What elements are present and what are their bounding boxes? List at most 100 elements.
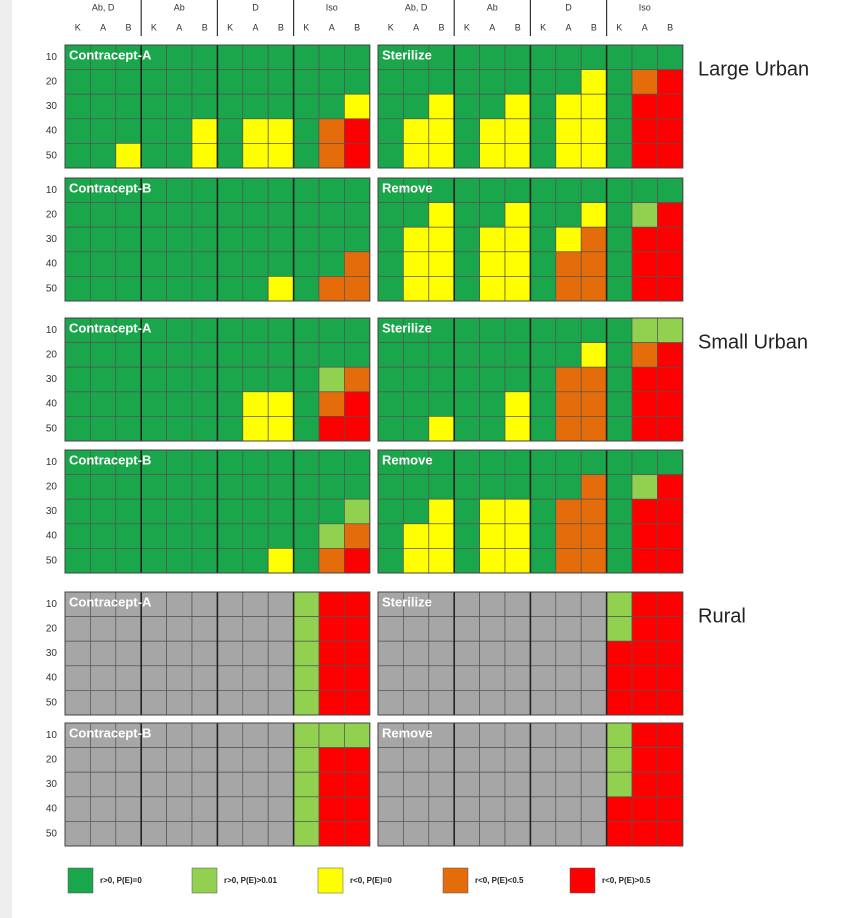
cell <box>217 548 244 574</box>
cell <box>293 796 320 822</box>
cell <box>555 251 582 277</box>
cell <box>479 226 506 253</box>
panel-title: Contracept-A <box>69 594 152 609</box>
subcolumn-label: A <box>100 22 106 32</box>
cell <box>344 796 371 822</box>
cell <box>606 69 633 95</box>
region-label: Rural <box>698 605 746 627</box>
cell <box>580 44 607 70</box>
cell <box>403 747 430 773</box>
cell <box>318 143 345 169</box>
cell <box>267 44 294 70</box>
legend-swatch <box>569 867 596 894</box>
cell <box>428 251 455 277</box>
cell <box>217 449 244 475</box>
cell <box>242 276 269 302</box>
cell <box>657 69 684 95</box>
cell <box>479 796 506 822</box>
row-label: 20 <box>46 350 58 361</box>
cell <box>530 202 557 228</box>
cell <box>530 771 557 798</box>
cell <box>479 177 506 203</box>
cell <box>242 591 269 617</box>
cell <box>293 317 320 343</box>
cell <box>115 690 142 716</box>
cell <box>631 747 658 773</box>
cell <box>504 771 531 798</box>
cell <box>267 474 294 500</box>
cell <box>428 317 455 343</box>
cell <box>318 449 345 475</box>
cell <box>344 523 371 549</box>
cell <box>191 276 218 302</box>
cell <box>267 665 294 691</box>
cell <box>166 251 193 277</box>
cell <box>90 118 117 144</box>
cell <box>140 665 167 691</box>
cell <box>530 317 557 343</box>
cell <box>140 342 167 368</box>
cell <box>344 276 371 302</box>
column-group-label: Iso <box>639 2 651 12</box>
cell <box>242 616 269 642</box>
cell <box>344 143 371 169</box>
cell <box>453 796 480 822</box>
cell <box>606 523 633 549</box>
cell <box>217 202 244 228</box>
cell <box>428 69 455 95</box>
cell <box>606 747 633 773</box>
cell <box>293 449 320 475</box>
cell <box>140 118 167 144</box>
cell <box>555 93 582 120</box>
cell <box>242 474 269 500</box>
cell <box>90 226 117 253</box>
column-group-label: Ab, D <box>405 2 428 12</box>
cell <box>606 93 633 120</box>
cell <box>530 416 557 442</box>
cell <box>166 366 193 393</box>
cell <box>403 226 430 253</box>
cell <box>403 251 430 277</box>
panel-title: Contracept-A <box>69 47 152 62</box>
cell <box>140 416 167 442</box>
cell <box>530 44 557 70</box>
cell <box>428 640 455 667</box>
cell <box>453 391 480 417</box>
cell <box>504 591 531 617</box>
side-strip <box>0 0 12 918</box>
cell <box>657 202 684 228</box>
cell <box>606 449 633 475</box>
cell <box>580 591 607 617</box>
cell <box>428 616 455 642</box>
panel-border <box>64 591 371 716</box>
cell <box>403 821 430 847</box>
cell <box>64 93 91 120</box>
cell <box>479 474 506 500</box>
cell <box>453 251 480 277</box>
cell <box>504 640 531 667</box>
cell <box>657 722 684 748</box>
cell <box>115 616 142 642</box>
row-label: 20 <box>46 77 58 88</box>
subcolumn-label: K <box>388 22 394 32</box>
cell <box>631 177 658 203</box>
cell <box>555 177 582 203</box>
row-label: 30 <box>46 779 58 790</box>
cell <box>657 177 684 203</box>
cell <box>166 523 193 549</box>
cell <box>90 796 117 822</box>
panel-title: Sterilize <box>382 594 432 609</box>
cell <box>428 665 455 691</box>
cell <box>217 226 244 253</box>
cell <box>217 722 244 748</box>
panel-border <box>64 317 371 442</box>
cell <box>555 591 582 617</box>
cell <box>530 226 557 253</box>
cell <box>479 616 506 642</box>
row-label: 40 <box>46 804 58 815</box>
cell <box>90 276 117 302</box>
cell <box>267 523 294 549</box>
cell <box>115 416 142 442</box>
cell <box>166 722 193 748</box>
legend-label: r>0, P(E)=0 <box>100 876 142 885</box>
